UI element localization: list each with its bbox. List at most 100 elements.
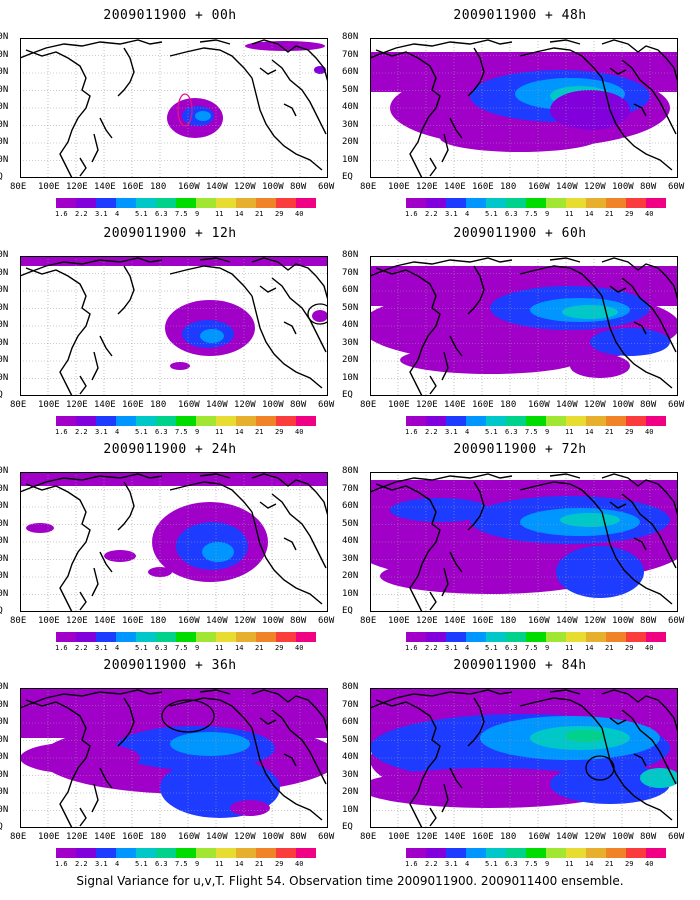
colorbar-label: 29	[275, 210, 284, 218]
colorbar-label: 6.3	[155, 644, 168, 652]
latitude-tick-label: 80N	[342, 250, 359, 260]
forecast-map	[20, 38, 328, 178]
colorbar-swatch	[546, 848, 566, 858]
longitude-tick-label: 140W	[556, 182, 578, 192]
colorbar-swatch	[586, 198, 606, 208]
coastline	[251, 77, 323, 171]
longitude-tick-label: 140E	[94, 832, 116, 842]
longitude-tick-label: 160W	[178, 832, 200, 842]
colorbar-swatch	[606, 632, 626, 642]
colorbar-swatch	[446, 416, 466, 426]
latitude-tick-label: 60N	[0, 67, 9, 77]
longitude-tick-label: 140E	[444, 616, 466, 626]
coastline	[549, 473, 581, 479]
colorbar-label: 14	[585, 860, 594, 868]
longitude-tick-label: 180	[500, 616, 517, 626]
colorbar-swatch	[216, 848, 236, 858]
latitude-tick-label: 80N	[342, 32, 359, 42]
colorbar-swatch	[426, 632, 446, 642]
colorbar-swatch	[626, 198, 646, 208]
colorbar-swatch	[486, 416, 506, 426]
coastline	[25, 483, 91, 612]
colorbar-label: 11	[215, 860, 224, 868]
latitude-tick-label: 10N	[342, 588, 359, 599]
colorbar-label: 7.5	[525, 210, 538, 218]
colorbar-swatch	[486, 632, 506, 642]
longitude-tick-label: 180	[150, 832, 167, 842]
longitude-tick-label: 100E	[38, 616, 60, 626]
latitude-tick-label: 20N	[0, 571, 9, 581]
colorbar-label: 7.5	[175, 860, 188, 868]
colorbar-label: 5.1	[485, 860, 498, 868]
coastline	[601, 295, 673, 389]
colorbar-label: 7.5	[175, 428, 188, 436]
coastline	[259, 67, 277, 75]
longitude-tick-label: 140E	[444, 400, 466, 410]
colorbar-swatch	[566, 848, 586, 858]
colorbar-label: 21	[605, 644, 614, 652]
longitude-tick-label: 180	[500, 832, 517, 842]
latitude-tick-label: 30N	[342, 337, 359, 348]
latitude-tick-label: 50N	[0, 518, 9, 529]
coastline	[449, 767, 463, 789]
colorbar-label: 21	[605, 428, 614, 436]
colorbar-label: 1.6	[405, 210, 418, 218]
variance-contour-fill	[314, 66, 326, 74]
forecast-map	[20, 472, 328, 612]
coastline	[441, 567, 449, 597]
longitude-tick-label: 80W	[640, 616, 657, 626]
colorbar-label: 4	[115, 644, 120, 652]
map-panel-24h: 2009011900 + 24h 80N 70N 60N 50N 40N 30N 20N 10…	[0, 442, 340, 657]
longitude-tick-label: 140E	[444, 182, 466, 192]
coastline	[79, 157, 87, 177]
latitude-tick-label: 20N	[342, 355, 359, 365]
longitude-tick-label: 160E	[472, 400, 494, 410]
colorbar-swatch	[136, 848, 156, 858]
latitude-tick-label: 60N	[0, 501, 9, 511]
longitude-tick-label: 140E	[94, 400, 116, 410]
colorbar-label: 4	[465, 644, 470, 652]
latitude-tick-label: 70N	[0, 267, 9, 278]
coastline	[429, 157, 437, 177]
coastline	[199, 689, 231, 695]
colorbar-label: 1.6	[55, 860, 68, 868]
latitude-tick-label: 50N	[0, 84, 9, 95]
longitude-tick-label: 80E	[10, 400, 27, 410]
colorbar	[56, 198, 316, 208]
latitude-tick-label: 80N	[0, 682, 9, 692]
colorbar-swatch	[526, 848, 546, 858]
colorbar-swatch	[506, 632, 526, 642]
coastline	[549, 39, 581, 45]
coastline	[20, 39, 163, 59]
longitude-tick-label: 160E	[472, 616, 494, 626]
longitude-tick-label: 180	[150, 616, 167, 626]
colorbar	[406, 416, 666, 426]
coastline	[441, 351, 449, 381]
latitude-tick-label: 60N	[0, 717, 9, 727]
colorbar-label: 5.1	[485, 210, 498, 218]
latitude-tick-label: 40N	[0, 752, 9, 762]
map-frame	[370, 688, 678, 828]
colorbar-label: 40	[295, 860, 304, 868]
latitude-tick-label: 60N	[342, 285, 359, 295]
colorbar-swatch	[196, 632, 216, 642]
colorbar-swatch	[116, 416, 136, 426]
coastline	[601, 689, 678, 733]
longitude-tick-label: 140W	[206, 832, 228, 842]
coastline	[370, 39, 513, 59]
colorbar-label: 11	[565, 860, 574, 868]
colorbar-label: 3.1	[95, 210, 108, 218]
forecast-map	[370, 472, 678, 612]
colorbar-swatch	[466, 632, 486, 642]
coastline	[449, 335, 463, 357]
colorbar-label: 40	[645, 210, 654, 218]
colorbar-label: 2.2	[75, 860, 88, 868]
colorbar-swatch	[466, 416, 486, 426]
coastline	[601, 77, 673, 171]
coastline	[99, 551, 113, 573]
longitude-tick-label: 60W	[318, 182, 335, 192]
colorbar-label: 9	[195, 644, 200, 652]
colorbar-label: 14	[235, 428, 244, 436]
longitude-tick-label: 60W	[318, 616, 335, 626]
coastline	[601, 473, 678, 517]
